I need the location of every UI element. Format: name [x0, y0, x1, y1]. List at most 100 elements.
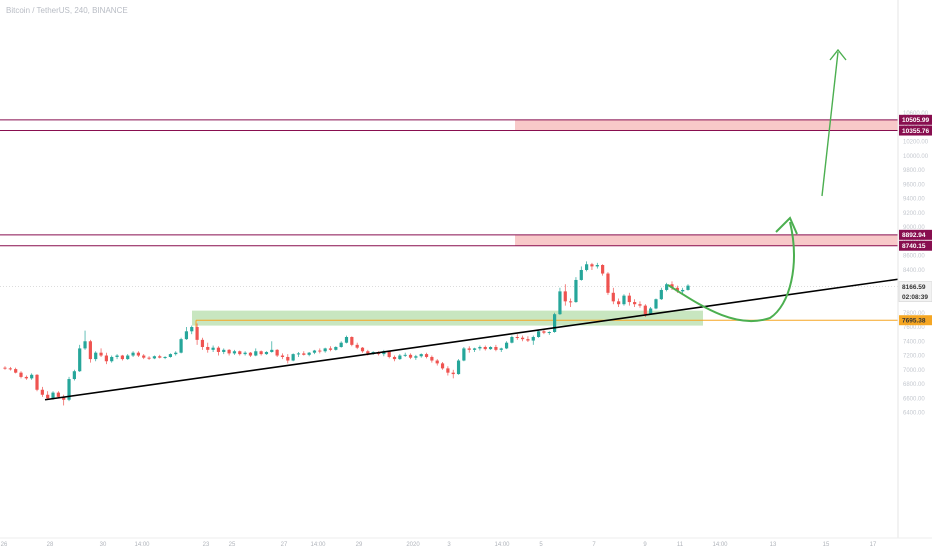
candle	[318, 348, 322, 354]
candle-body	[542, 331, 546, 333]
candle-body	[440, 363, 445, 369]
candle	[574, 277, 578, 303]
candle	[238, 350, 242, 356]
candle	[419, 353, 423, 358]
y-tick-label: 8400.00	[903, 268, 925, 274]
candle	[638, 301, 642, 308]
candle-body	[536, 331, 541, 338]
candle	[478, 345, 482, 351]
candle	[211, 345, 215, 352]
price-tag	[899, 125, 932, 136]
candle-body	[56, 392, 60, 397]
candle-body	[553, 314, 557, 333]
candle-body	[387, 351, 391, 357]
candle	[430, 355, 434, 363]
candle	[179, 337, 183, 354]
x-tick-label: 9	[643, 542, 647, 548]
candle	[585, 261, 589, 272]
candle-body	[35, 374, 39, 390]
candle	[654, 298, 658, 310]
candle-body	[558, 291, 562, 315]
price-tag-label: 8892.94	[902, 232, 926, 239]
candle	[446, 366, 450, 376]
candle-body	[419, 354, 423, 357]
candle-body	[99, 352, 103, 356]
candle	[569, 298, 573, 308]
time-axis[interactable]: 26 28 30 14:00 23 25 27 14:00 29 2020 3 14:00 5 7 9 11 1…	[1, 542, 877, 548]
candle-body	[115, 355, 119, 357]
candle-body	[142, 355, 146, 358]
candle-body	[232, 351, 237, 354]
candle-body	[168, 354, 173, 357]
candle	[30, 373, 34, 380]
candle	[595, 262, 599, 269]
candle-body	[462, 348, 466, 361]
candle	[270, 341, 274, 353]
x-tick-label: 30	[100, 542, 107, 548]
candle	[307, 351, 311, 357]
y-tick-label: 8600.00	[903, 254, 925, 260]
candle	[515, 334, 519, 340]
projection-layer	[667, 48, 847, 323]
candle-body	[510, 337, 514, 343]
candle	[542, 329, 546, 335]
x-tick-label: 17	[870, 542, 877, 548]
y-tick-label: 7000.00	[903, 368, 925, 374]
candle	[499, 347, 503, 352]
y-tick-label: 9600.00	[903, 182, 925, 188]
candle-body	[296, 353, 301, 355]
trendline[interactable]	[44, 278, 899, 401]
candle	[46, 391, 50, 400]
trendline-layer[interactable]	[44, 278, 899, 401]
candle-body	[601, 264, 605, 274]
candle-body	[451, 372, 455, 375]
candle-body	[563, 291, 567, 302]
price-tag	[899, 315, 932, 326]
candle	[126, 354, 130, 360]
candle	[472, 347, 477, 352]
x-tick-label: 7	[592, 542, 596, 548]
candle-body	[307, 352, 311, 355]
candle-body	[147, 357, 151, 359]
candle	[94, 351, 98, 362]
candle-body	[569, 301, 573, 303]
price-levels-layer	[0, 119, 898, 329]
candle-body	[472, 348, 477, 350]
candle-body	[638, 304, 642, 306]
x-tick-label: 23	[203, 542, 210, 548]
candle-body	[430, 356, 434, 361]
candle	[163, 356, 167, 360]
candle-body	[46, 394, 50, 399]
candle	[435, 359, 439, 366]
candle-body	[414, 356, 418, 358]
candle	[553, 312, 557, 333]
candle	[142, 354, 146, 360]
candle-body	[456, 360, 461, 375]
candle	[328, 346, 333, 352]
y-tick-label: 6400.00	[903, 411, 925, 417]
candle-body	[163, 356, 167, 358]
candle	[136, 351, 140, 357]
candle-body	[174, 352, 178, 355]
candle	[456, 359, 461, 375]
candle	[286, 354, 290, 364]
candle	[35, 374, 39, 392]
candle	[24, 375, 28, 380]
candle	[40, 386, 44, 397]
candle-body	[467, 348, 471, 350]
candle	[302, 351, 306, 356]
candle-body	[622, 295, 626, 305]
candle	[606, 272, 610, 295]
candle	[147, 356, 151, 360]
candle-body	[547, 332, 551, 334]
candle-body	[627, 295, 631, 303]
candle-body	[179, 339, 183, 353]
candle-body	[595, 264, 599, 267]
candle	[627, 292, 631, 306]
candle-body	[222, 349, 226, 352]
candle	[451, 369, 455, 379]
candle	[216, 346, 221, 356]
candle-body	[494, 346, 498, 350]
candle-body	[19, 372, 23, 377]
